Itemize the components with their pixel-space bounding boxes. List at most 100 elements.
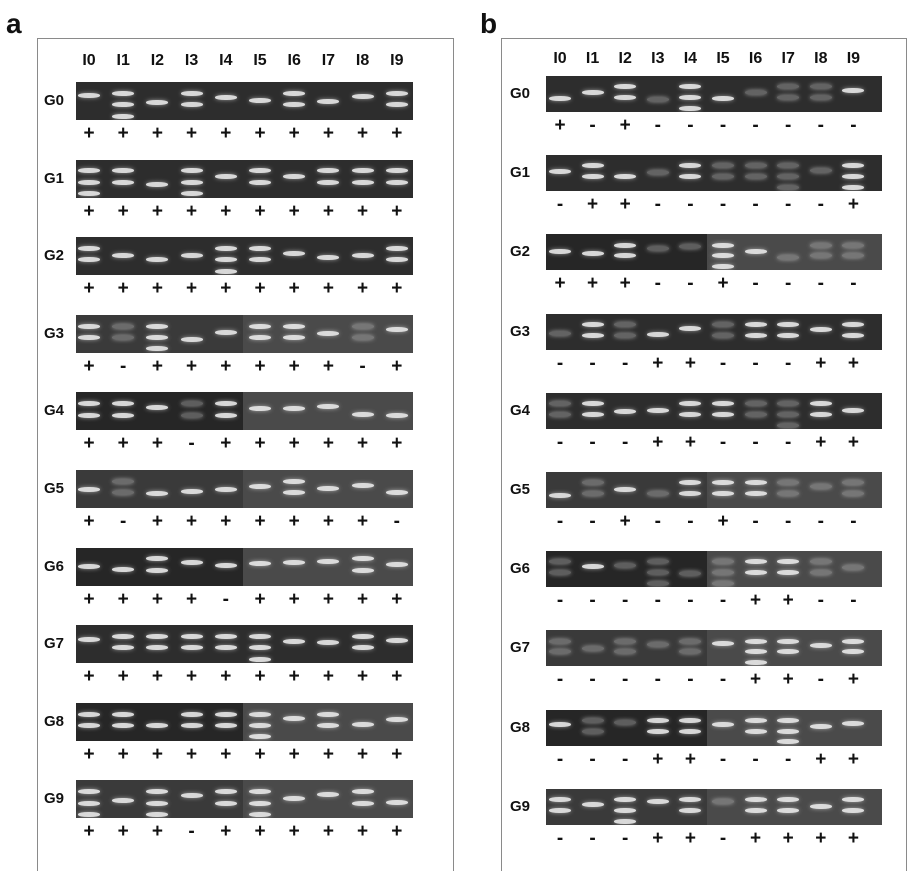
dna-band [549,401,571,407]
minus-mark: - [654,669,661,691]
dna-band [777,739,800,745]
gel-segment [242,392,413,431]
minus-mark: - [589,352,596,374]
gel-image [76,625,413,664]
plus-mark: + [254,743,266,765]
dna-band [581,411,604,417]
dna-band [146,634,169,640]
minus-mark: - [589,431,596,453]
dna-band [744,401,767,407]
gel-image [76,780,413,819]
gel-image [76,702,413,741]
plus-mark: + [619,511,631,532]
dna-band [712,411,734,417]
dna-band [614,321,637,327]
minus-mark: - [850,590,857,612]
plus-mark: + [652,352,664,374]
lane-header: I6 [748,50,763,67]
dna-band [78,412,100,418]
minus-mark: - [589,511,596,532]
minus-mark: - [556,590,564,612]
plus-mark: + [391,666,403,688]
lane-header: I5 [716,50,730,67]
dna-band [777,185,800,191]
plus-mark: + [684,827,696,849]
dna-band [614,486,637,492]
dna-band [744,411,767,417]
dna-band [549,559,571,565]
plus-mark: + [117,433,129,455]
plus-mark: + [391,278,403,300]
dna-band [549,570,571,576]
dna-band [581,321,604,327]
dna-band [283,490,306,496]
dna-band [317,404,340,410]
dna-band [744,491,767,497]
dna-band [614,409,637,415]
dna-band [777,728,800,734]
plus-mark: + [83,355,95,377]
dna-band [249,711,271,717]
dna-band [112,478,135,484]
dna-band [777,95,800,101]
plus-mark: + [554,115,566,136]
plus-mark: + [717,511,729,532]
minus-mark: - [785,115,792,136]
dna-band [581,491,604,497]
dna-band [777,411,800,417]
plus-mark: + [151,666,163,688]
dna-band [283,715,306,721]
dna-band [146,789,169,795]
dna-band [180,168,203,174]
dna-band [249,560,271,566]
plus-mark: + [288,200,300,222]
minus-mark: - [654,194,661,216]
dna-band [351,94,374,100]
dna-band [809,559,832,565]
row-label: G4 [44,402,65,420]
dna-band [385,179,408,185]
gel-segment [76,702,243,741]
plus-mark: + [117,821,129,843]
dna-band [809,803,832,809]
dna-band [614,818,637,824]
dna-band [581,174,604,180]
gel-image [546,709,882,746]
minus-mark: - [188,821,195,843]
lane-header: I3 [651,50,665,67]
minus-mark: - [393,511,400,532]
plus-mark: + [391,355,403,377]
plus-mark: + [117,666,129,688]
plus-mark: + [83,588,95,610]
gel-image [546,234,882,271]
dna-band [351,789,374,795]
dna-band [712,401,734,407]
plus-mark: + [186,278,198,300]
plus-mark: + [117,588,129,610]
dna-band [712,581,734,587]
dna-band [385,90,408,96]
minus-mark: - [622,431,629,453]
dna-band [744,660,767,666]
plus-mark: + [151,511,163,532]
plus-mark: + [357,588,369,610]
dna-band [214,723,237,729]
dna-band [112,412,135,418]
minus-mark: - [687,511,694,532]
dna-band [777,649,800,655]
minus-mark: - [785,748,792,770]
dna-band [214,486,237,492]
gel-segment [546,709,707,746]
minus-mark: - [817,669,824,691]
minus-mark: - [359,355,366,377]
dna-band [712,163,734,169]
dna-band [249,656,271,662]
dna-band [283,102,306,108]
gel-image [76,82,413,120]
dna-band [842,408,865,414]
lane-header: I7 [321,52,336,69]
plus-mark: + [254,666,266,688]
dna-band [283,478,306,484]
row-label: G8 [510,718,531,736]
plus-mark: + [220,433,232,455]
